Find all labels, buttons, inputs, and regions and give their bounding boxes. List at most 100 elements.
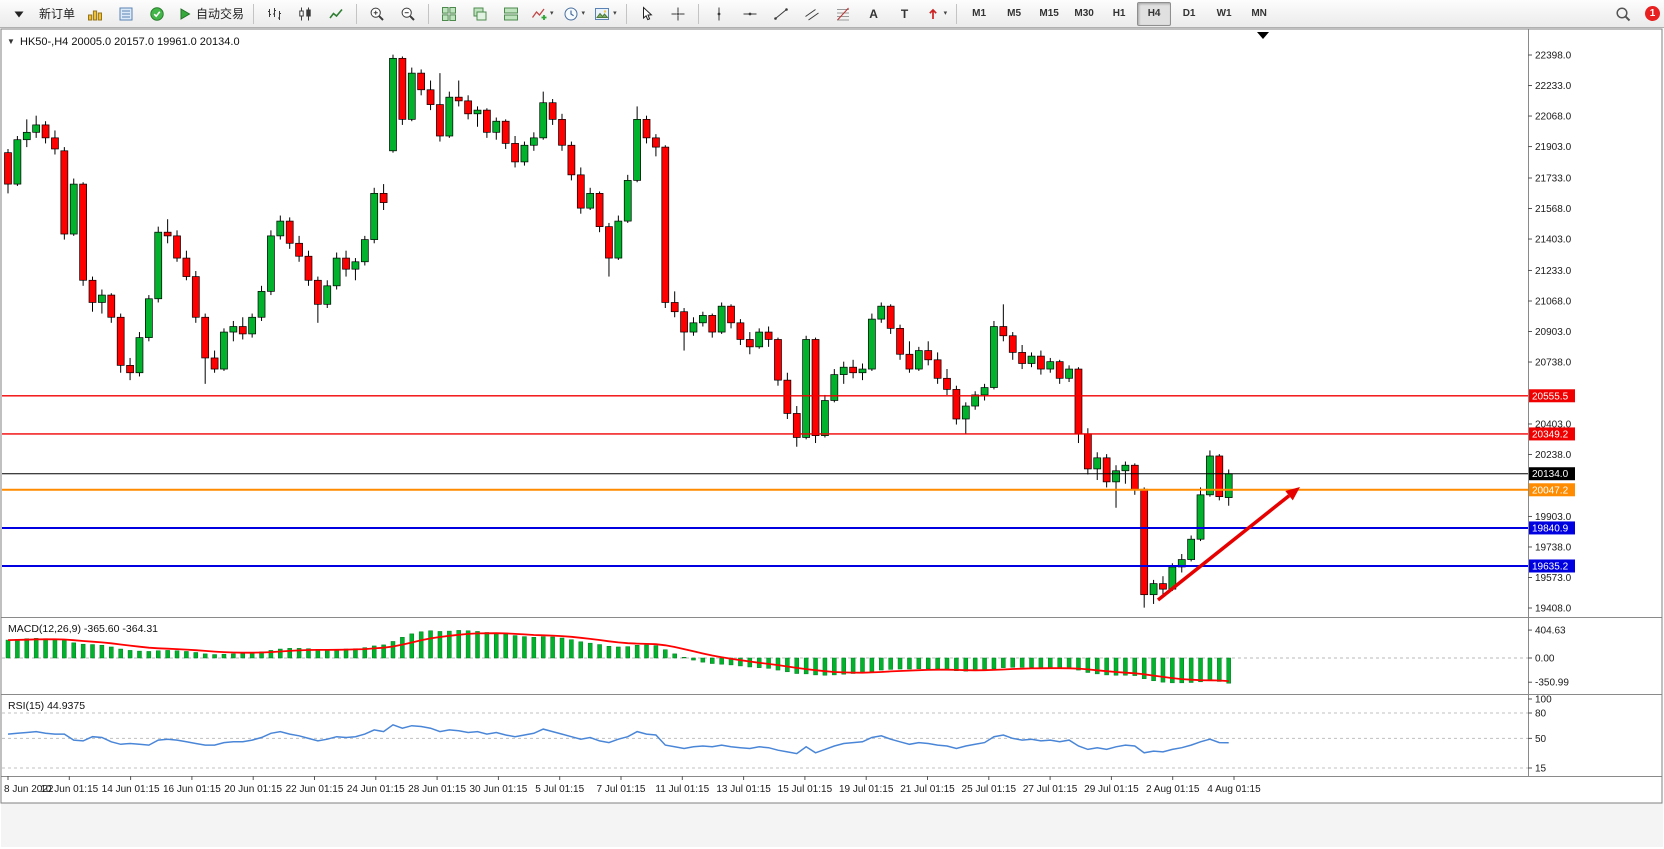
trend-icon — [773, 7, 788, 20]
date-label: 19 Jul 01:15 — [839, 784, 894, 795]
timeframe-mn-button[interactable]: MN — [1251, 8, 1267, 19]
chart-title: HK50-,H4 20005.0 20157.0 19961.0 20134.0 — [20, 36, 240, 48]
auto-trading-button[interactable]: 自动交易 — [173, 2, 248, 26]
macd-signal-line — [7, 632, 1229, 682]
toolbar-separator — [697, 3, 699, 24]
chart-window[interactable]: 404.63 0.00 -350.99 100 80 50 15 22398.0 22233… — [0, 28, 1664, 849]
timeframe-m15-button[interactable]: M15 — [1039, 8, 1059, 19]
charts-button[interactable] — [80, 2, 110, 26]
price-badge-20349.2[interactable] — [1529, 427, 1575, 441]
navigator-button[interactable] — [142, 2, 172, 26]
price-badge-19840.9[interactable] — [1529, 521, 1575, 535]
text-tool-button[interactable]: A — [859, 2, 889, 26]
price-tick-label: 19408.0 — [1535, 604, 1572, 615]
label-tool-button-glyph: T — [900, 6, 909, 21]
charts-menu-caret-button[interactable] — [4, 2, 34, 26]
templates-button[interactable]: ▾ — [590, 2, 621, 26]
crosshair-icon — [671, 7, 685, 20]
date-label: 10 Jun 01:15 — [40, 784, 98, 795]
price-badge-20134.0[interactable] — [1529, 467, 1575, 481]
template-icon — [595, 7, 610, 20]
cascade-windows-button[interactable] — [465, 2, 495, 26]
timeframe-h1-button[interactable]: H1 — [1112, 8, 1126, 19]
dropdown-caret-icon: ▾ — [550, 10, 554, 17]
vertical-line-tool-button[interactable] — [704, 2, 734, 26]
candle-chart-mode-button[interactable] — [290, 2, 320, 26]
cursor-tool-button[interactable] — [632, 2, 662, 26]
indicators-button[interactable]: ▾ — [527, 2, 558, 26]
horizontal-line-tool-button[interactable] — [735, 2, 765, 26]
date-label: 29 Jul 01:15 — [1084, 784, 1139, 795]
date-label: 7 Jul 01:15 — [597, 784, 646, 795]
date-label: 13 Jul 01:15 — [716, 784, 771, 795]
text-tool-button-glyph: A — [869, 6, 878, 21]
timeframe-m5-button[interactable]: M5 — [1007, 8, 1022, 19]
dropdown-caret-icon: ▾ — [581, 10, 586, 17]
macd-label: MACD(12,26,9) -365.60 -364.31 — [8, 623, 158, 635]
zoom-out-button[interactable] — [393, 2, 423, 26]
timeframe-d1-button[interactable]: D1 — [1182, 8, 1196, 19]
arrange-icon — [504, 7, 519, 20]
rsi-level-label: 100 — [1535, 695, 1552, 706]
channel-tool-button[interactable] — [797, 2, 827, 26]
clock-icon — [564, 7, 578, 20]
bars-icon — [268, 7, 282, 20]
rsi-label: RSI(15) 44.9375 — [8, 700, 85, 712]
new-order-button[interactable]: 新订单 — [35, 2, 79, 26]
crosshair-tool-button[interactable] — [663, 2, 693, 26]
search-button[interactable] — [1608, 2, 1638, 26]
trend-arrow-annotation[interactable] — [1156, 494, 1291, 602]
price-tick-label: 20238.0 — [1535, 450, 1572, 461]
price-badge-19635.2[interactable] — [1529, 559, 1575, 573]
tile-windows-button[interactable] — [434, 2, 464, 26]
notification-badge[interactable]: 1 — [1645, 6, 1660, 21]
arrange-windows-button[interactable] — [496, 2, 526, 26]
price-tick-label: 21233.0 — [1535, 266, 1572, 277]
toolbar-separator — [625, 3, 627, 24]
channel-icon — [804, 8, 819, 20]
line-chart-mode-button[interactable] — [321, 2, 351, 26]
macd-axis-label: -350.99 — [1535, 678, 1569, 689]
candles-group — [4, 54, 1233, 608]
fibonacci-tool-button[interactable] — [828, 2, 858, 26]
price-badge-20555.5[interactable] — [1529, 389, 1575, 403]
chart-menu-icon[interactable]: ▼ — [7, 37, 15, 46]
date-label: 21 Jul 01:15 — [900, 784, 955, 795]
trend-arrow-head[interactable] — [1285, 487, 1300, 501]
rsi-level-label: 80 — [1535, 709, 1547, 720]
hline-icon — [743, 12, 757, 15]
price-tick-label: 21903.0 — [1535, 142, 1572, 153]
date-label: 14 Jun 01:15 — [102, 784, 160, 795]
dropdown-caret-icon: ▾ — [613, 10, 617, 17]
zoomin-icon — [370, 7, 384, 21]
date-label: 5 Jul 01:15 — [535, 784, 584, 795]
zoom-in-button[interactable] — [362, 2, 392, 26]
horizontal-lines-group — [2, 395, 1528, 567]
arrows-tool-button[interactable]: ▾ — [921, 2, 952, 26]
cascade-icon — [473, 7, 487, 20]
toolbar-separator — [356, 3, 358, 24]
macd-panel: 404.63 0.00 -350.99 — [2, 626, 1569, 689]
vline-icon — [717, 7, 720, 20]
price-axis[interactable]: 22398.0 22233.0 22068.0 21903.0 21733.0 21568… — [1528, 51, 1575, 615]
date-label: 15 Jul 01:15 — [778, 784, 833, 795]
play-icon — [180, 7, 191, 20]
timeframe-m30-button[interactable]: M30 — [1074, 8, 1094, 19]
trendline-tool-button[interactable] — [766, 2, 796, 26]
label-tool-button[interactable]: T — [890, 2, 920, 26]
rsi-level-label: 50 — [1535, 734, 1547, 745]
timeframe-w1-button[interactable]: W1 — [1216, 8, 1232, 19]
timeframe-h4-button[interactable]: H4 — [1137, 1, 1172, 26]
bar-chart-mode-button[interactable] — [259, 2, 289, 26]
main-toolbar: 新订单 自动交易 ▾ ▾ ▾ A T ▾ M1 M5 M15 M30 H1 H4 D1 W1 MN 1 — [0, 0, 1664, 28]
price-tick-label: 19573.0 — [1535, 573, 1572, 584]
timeframe-m1-button[interactable]: M1 — [972, 8, 987, 19]
macd-axis-label: 0.00 — [1535, 654, 1555, 665]
market-watch-button[interactable] — [111, 2, 141, 26]
periods-button[interactable]: ▾ — [559, 2, 590, 26]
rsi-level-label: 15 — [1535, 763, 1547, 774]
price-tick-label: 20738.0 — [1535, 358, 1572, 369]
price-badge-20047.2[interactable] — [1529, 483, 1575, 497]
chart-shift-marker — [1257, 32, 1269, 39]
